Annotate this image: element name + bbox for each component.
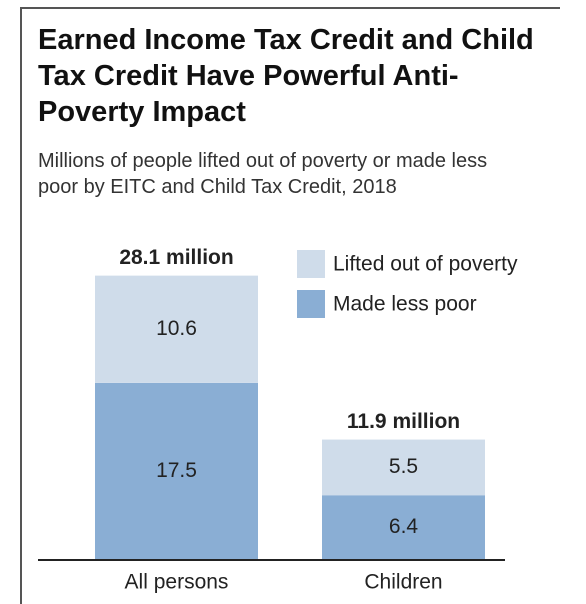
- value-label: 10.6: [156, 317, 197, 340]
- legend-label: Made less poor: [333, 293, 477, 316]
- chart-subtitle: Millions of people lifted out of poverty…: [38, 150, 488, 198]
- legend-swatch: [297, 290, 325, 318]
- frame-border: [20, 7, 22, 604]
- x-tick-label: All persons: [125, 571, 229, 594]
- x-tick-label: Children: [364, 571, 442, 594]
- bar-segment: [95, 275, 258, 383]
- frame-border: [20, 7, 560, 9]
- total-label: 28.1 million: [119, 246, 233, 269]
- bar-segment: [322, 495, 485, 560]
- value-label: 5.5: [389, 455, 418, 478]
- legend-label: Lifted out of poverty: [333, 253, 518, 276]
- total-label: 11.9 million: [347, 410, 460, 433]
- bar-segment: [95, 382, 258, 560]
- chart-title: Earned Income Tax Credit and Child Tax C…: [38, 24, 534, 128]
- legend-swatch: [297, 250, 325, 278]
- value-label: 6.4: [389, 515, 419, 538]
- bar-segment: [322, 439, 485, 496]
- value-label: 17.5: [156, 459, 197, 482]
